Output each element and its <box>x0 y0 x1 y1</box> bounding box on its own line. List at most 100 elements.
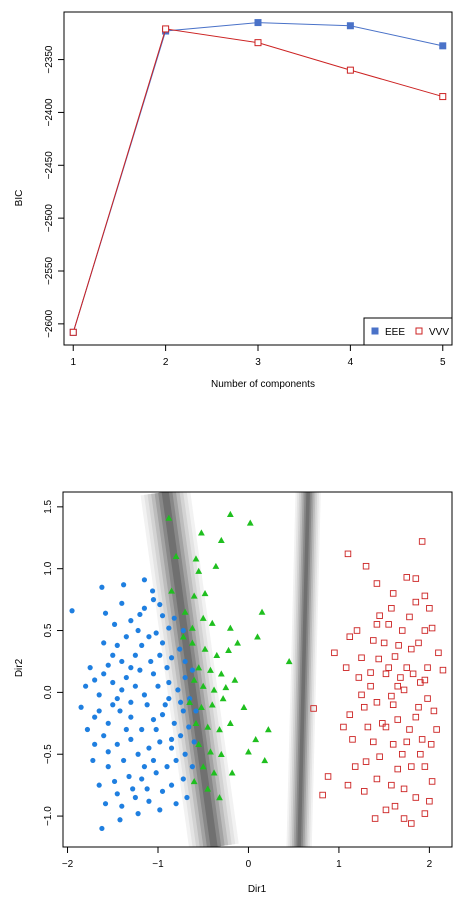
scatter-point-circle <box>178 733 184 739</box>
scatter-point-circle <box>114 791 120 797</box>
scatter-point-triangle <box>195 740 203 748</box>
scatter-point-circle <box>87 665 93 671</box>
scatter-point-circle <box>141 577 148 583</box>
bic-x-tick-label: 4 <box>348 357 354 368</box>
scatter-point-circle <box>110 702 116 708</box>
scatter-point-circle <box>162 702 168 708</box>
scatter-point-circle <box>128 714 134 720</box>
scatter-point-circle <box>149 588 156 594</box>
scatter-point-square <box>403 664 411 671</box>
scatter-point-triangle <box>258 608 266 615</box>
scatter-point-square <box>426 605 433 612</box>
scatter-point-circle <box>132 652 138 658</box>
scatter-point-circle <box>168 655 175 661</box>
scatter-point-triangle <box>240 703 248 710</box>
dir-y-axis-label: Dir2 <box>14 658 25 677</box>
scatter-point-square <box>355 674 363 681</box>
scatter-point-square <box>358 691 365 699</box>
scatter-point-triangle <box>210 686 218 693</box>
scatter-point-circle <box>111 778 118 785</box>
scatter-point-triangle <box>252 735 260 743</box>
scatter-point-circle <box>105 749 111 755</box>
scatter-point-square <box>373 699 381 706</box>
scatter-point-circle <box>117 708 123 714</box>
scatter-point-triangle <box>195 664 203 671</box>
scatter-point-triangle <box>285 658 293 665</box>
scatter-point-triangle <box>199 614 207 621</box>
bic-y-axis-label: BIC <box>14 190 25 207</box>
scatter-point-triangle <box>198 529 205 536</box>
scatter-point-triangle <box>192 555 200 562</box>
scatter-point-circle <box>105 720 111 726</box>
scatter-point-triangle <box>264 726 272 733</box>
scatter-point-circle <box>159 640 166 646</box>
scatter-point-square <box>367 669 374 676</box>
scatter-point-circle <box>128 618 134 624</box>
scatter-point-square <box>415 703 422 711</box>
scatter-point-circle <box>157 807 163 813</box>
scatter-point-circle <box>146 798 152 804</box>
scatter-point-square <box>353 627 361 634</box>
scatter-point-circle <box>171 615 177 621</box>
scatter-point-circle <box>155 683 161 689</box>
scatter-point-circle <box>96 782 102 788</box>
density-band-layer <box>161 492 218 847</box>
scatter-point-circle <box>99 584 105 590</box>
scatter-point-circle <box>84 726 91 733</box>
scatter-point-circle <box>164 763 170 770</box>
bic-y-tick-label: −2350 <box>44 45 55 74</box>
scatter-point-circle <box>146 745 152 751</box>
scatter-point-triangle <box>217 536 225 543</box>
bic-point-eee <box>254 19 262 27</box>
scatter-point-circle <box>180 627 186 634</box>
scatter-point-circle <box>135 811 141 817</box>
scatter-point-square <box>418 736 426 743</box>
scatter-point-square <box>382 670 390 678</box>
scatter-point-square <box>427 741 435 748</box>
scatter-point-square <box>331 649 338 657</box>
scatter-point-circle <box>139 776 145 782</box>
scatter-point-triangle <box>201 645 209 652</box>
bic-point-vvv <box>439 93 447 101</box>
scatter-point-circle <box>141 605 148 611</box>
scatter-point-triangle <box>179 633 187 640</box>
bic-plot-area: 1 2 3 4 5 −2600 −2550 −2500 −2450 −2400 −2350 <box>44 11 453 368</box>
scatter-point-square <box>391 653 399 660</box>
scatter-point-circle <box>92 741 98 747</box>
scatter-point-square <box>418 538 426 545</box>
scatter-point-square <box>403 574 411 581</box>
scatter-point-circle <box>135 627 141 634</box>
bic-point-vvv <box>254 39 262 47</box>
scatter-point-circle <box>90 757 96 764</box>
scatter-point-triangle <box>201 590 209 597</box>
scatter-point-circle <box>111 621 118 627</box>
bic-x-axis-label: Number of components <box>211 379 315 390</box>
scatter-point-triangle <box>219 695 227 702</box>
scatter-point-circle <box>96 692 102 698</box>
scatter-point-circle <box>102 610 109 616</box>
scatter-point-triangle <box>226 719 234 727</box>
scatter-point-circle <box>159 613 166 619</box>
scatter-point-circle <box>123 634 129 640</box>
scatter-point-circle <box>173 757 179 764</box>
bic-series-line-eee <box>72 22 443 333</box>
bic-line-chart: 1 2 3 4 5 −2600 −2550 −2500 −2450 −2400 −2350 Numb… <box>14 11 453 390</box>
scatter-point-square <box>388 692 395 700</box>
bic-x-tick-label: 5 <box>440 357 446 368</box>
scatter-point-square <box>346 711 354 718</box>
scatter-point-circle <box>159 712 166 718</box>
scatter-point-circle <box>114 695 120 702</box>
scatter-point-triangle <box>208 619 216 626</box>
scatter-point-triangle <box>168 587 175 594</box>
scatter-point-triangle <box>172 552 180 560</box>
dir-x-axis-label: Dir1 <box>248 884 267 895</box>
scatter-point-circle <box>166 695 172 702</box>
scatter-point-square <box>394 765 401 773</box>
scatter-point-circle <box>187 695 193 702</box>
scatter-point-triangle <box>225 646 232 654</box>
bic-point-vvv <box>346 66 354 74</box>
scatter-point-triangle <box>208 701 216 708</box>
scatter-point-square <box>371 815 379 822</box>
scatter-point-square <box>424 664 431 671</box>
scatter-point-square <box>397 674 404 681</box>
